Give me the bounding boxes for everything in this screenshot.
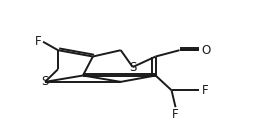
Text: S: S [41, 75, 49, 88]
Text: O: O [201, 44, 211, 57]
Text: F: F [201, 84, 208, 97]
Text: F: F [172, 108, 179, 121]
Text: F: F [34, 35, 41, 48]
Text: S: S [129, 61, 136, 74]
